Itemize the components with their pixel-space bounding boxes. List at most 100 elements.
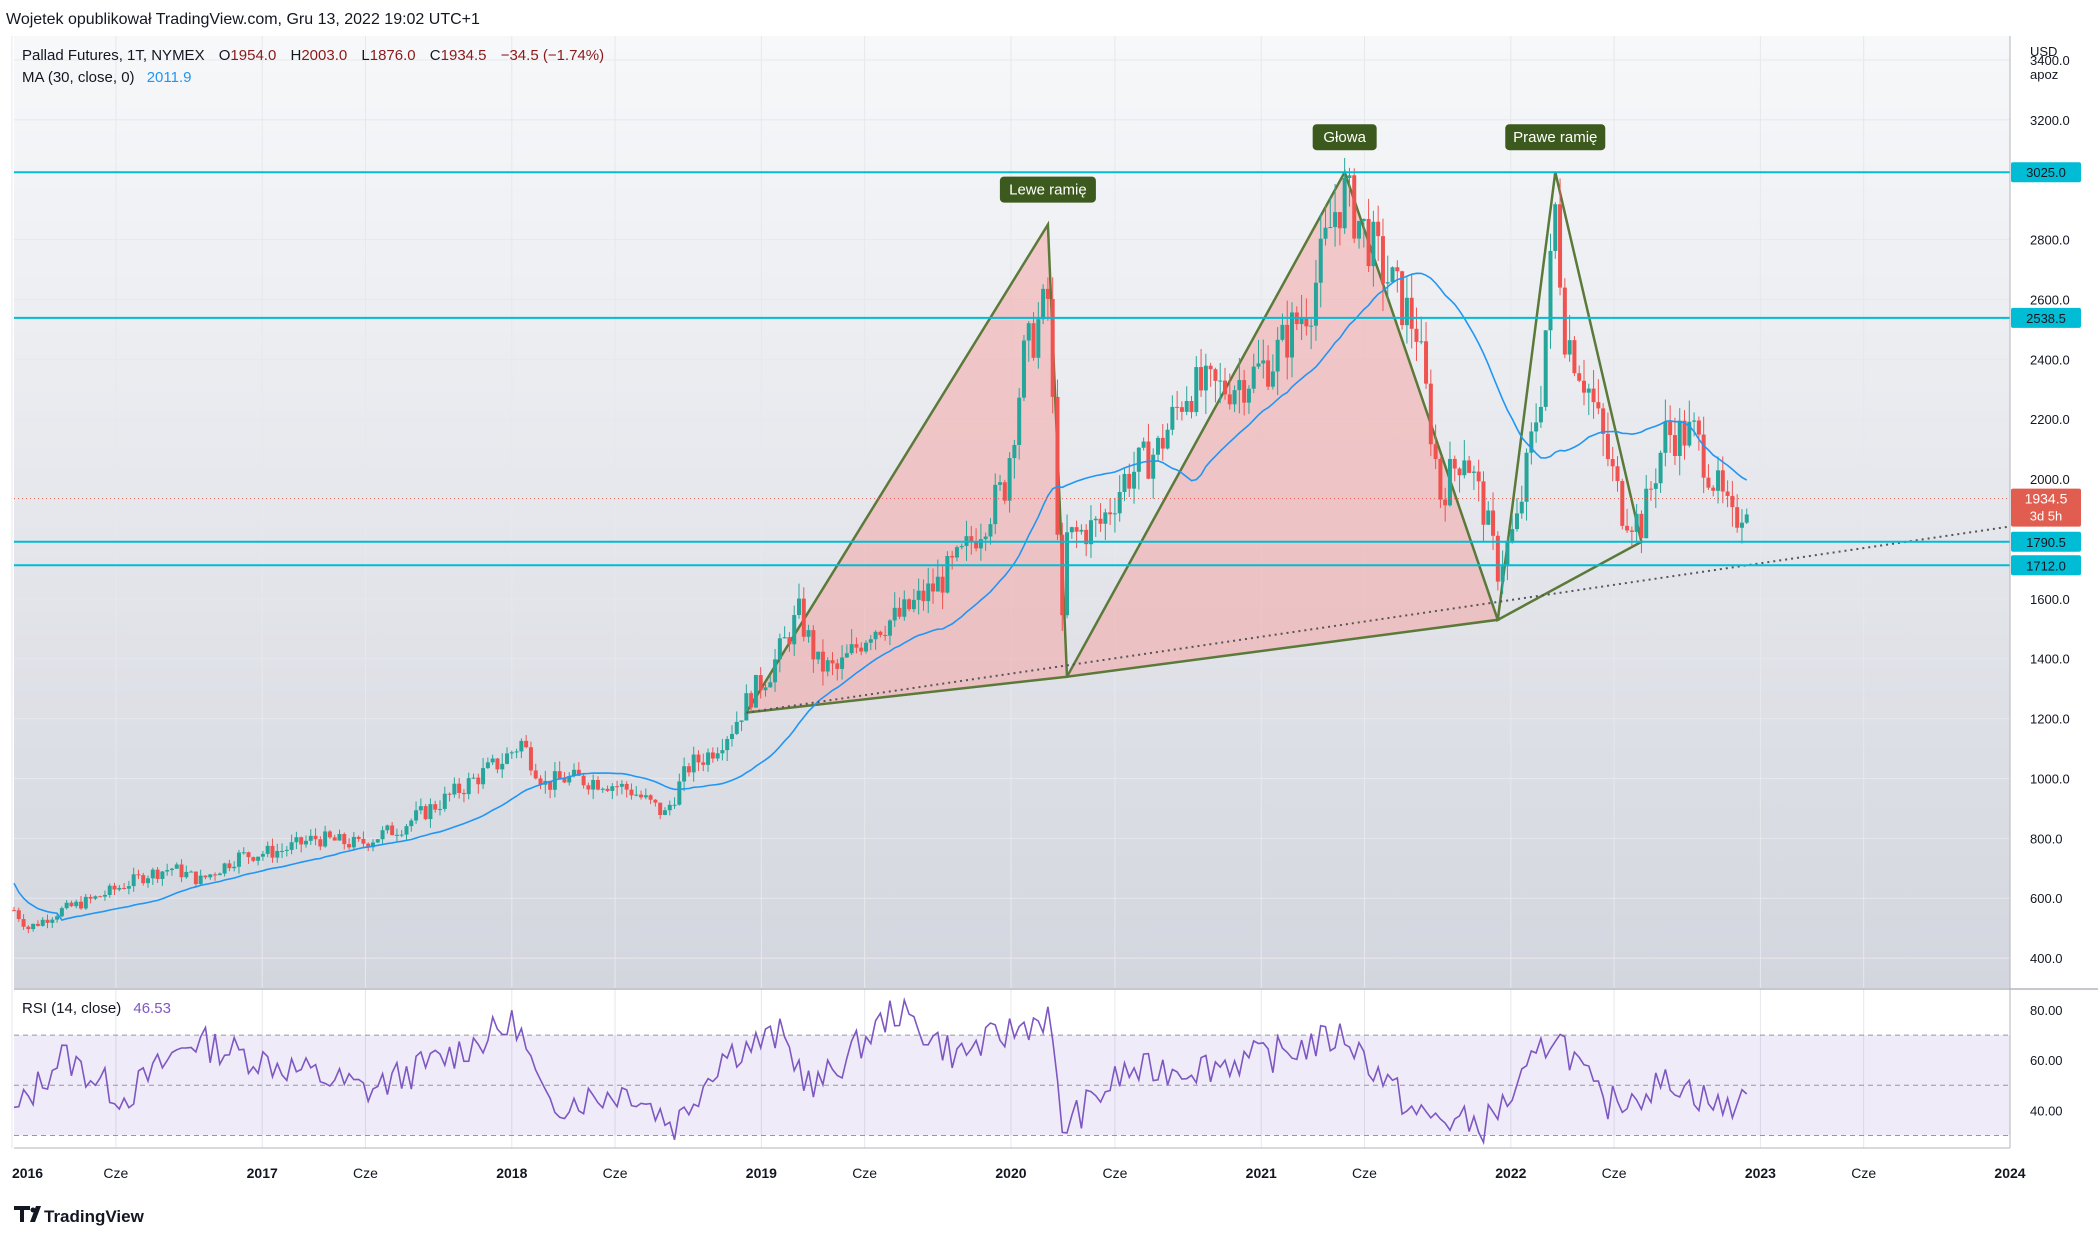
candle-body [169, 868, 174, 871]
head-shape[interactable] [1064, 169, 1500, 679]
candle-body [940, 576, 945, 593]
time-axis[interactable]: 2016 Cze 2017 Cze 2018 Cze 2019 Cze 2020 Cze 2021 C… [12, 1165, 2026, 1181]
candle-body [1261, 360, 1266, 364]
candle-body [1452, 458, 1457, 469]
level-tag-label: 3025.0 [2026, 165, 2066, 180]
candle-body [1491, 510, 1496, 536]
candle-body [500, 763, 505, 770]
time-tick-label: Cze [603, 1165, 628, 1181]
price-tick-label: 1600.0 [2030, 592, 2070, 607]
candle-body [313, 835, 318, 840]
change-value: −34.5 (−1.74%) [501, 47, 604, 64]
candle-body [926, 583, 931, 602]
candle-body [1313, 282, 1318, 326]
candle-body [1242, 380, 1247, 403]
candle-body [45, 919, 50, 923]
candle-body [1591, 388, 1596, 403]
price-axis[interactable] [2010, 36, 2098, 1148]
candle-body [1357, 221, 1362, 239]
rsi-label: RSI (14, close) [22, 1000, 121, 1017]
candle-body [174, 864, 179, 869]
candle-body [1328, 227, 1333, 229]
candle-body [1524, 452, 1529, 502]
left-shoulder-text: Lewe ramię [1009, 182, 1087, 199]
candle-body [887, 620, 892, 636]
price-tick-label: 2400.0 [2030, 352, 2070, 367]
candle-body [1184, 400, 1189, 412]
candle-body [1232, 390, 1237, 405]
candle-body [825, 660, 830, 672]
candle-body [146, 878, 151, 884]
candle-body [69, 902, 74, 907]
rsi-band [14, 1035, 2010, 1136]
candle-body [1266, 360, 1271, 387]
candle-body [366, 843, 371, 848]
candle-body [1352, 175, 1357, 239]
time-tick-label: Cze [1102, 1165, 1127, 1181]
candle-body [1285, 324, 1290, 358]
candle-body [1017, 397, 1022, 445]
candle-body [840, 657, 845, 669]
candle-body [1237, 380, 1242, 391]
time-tick-label: 2024 [1994, 1165, 2025, 1181]
head-label[interactable]: Głowa [1312, 124, 1377, 151]
candle-body [227, 863, 232, 869]
candle-body [1093, 518, 1098, 521]
candle-body [1189, 400, 1194, 413]
candle-body [428, 804, 433, 820]
candle-body [1280, 324, 1285, 340]
candle-body [1395, 267, 1400, 272]
candle-body [572, 769, 577, 777]
candle-body [1428, 383, 1433, 445]
candle-body [639, 794, 644, 798]
level-tag [2011, 307, 2081, 328]
candle-body [1447, 458, 1452, 506]
candle-body [198, 875, 203, 885]
price-tick-label: 3200.0 [2030, 113, 2070, 128]
candle-body [55, 916, 60, 920]
candle-body [93, 896, 98, 899]
last-price-tag: 1934.5 3d 5h [2011, 488, 2081, 527]
candle-body [193, 871, 198, 885]
candle-body [1132, 471, 1137, 489]
candle-body [1021, 340, 1026, 398]
candle-body [1151, 454, 1156, 479]
candle-body [184, 871, 189, 878]
rsi-line [13, 996, 1748, 1146]
tv-logo-icon [14, 1206, 41, 1222]
tradingview-logo: TradingView [14, 1206, 145, 1226]
candle-body [433, 804, 438, 810]
brand-name: TradingView [44, 1207, 145, 1226]
candle-body [1457, 468, 1462, 476]
time-tick-label: 2022 [1495, 1165, 1526, 1181]
candle-body [1318, 238, 1323, 283]
candle-body [471, 777, 476, 779]
horizontal-levels [14, 171, 2010, 567]
time-tick-label: Cze [1352, 1165, 1377, 1181]
time-tick-label: Cze [353, 1165, 378, 1181]
left-shoulder-label[interactable]: Lewe ramię [999, 176, 1096, 203]
candle-body [466, 778, 471, 795]
candle-body [107, 885, 112, 895]
candle-body [562, 778, 567, 783]
candle-body [490, 758, 495, 763]
price-tick-label: 1000.0 [2030, 771, 2070, 786]
candle-body [1725, 491, 1730, 496]
rsi-pane[interactable] [14, 990, 2010, 1148]
candle-body [351, 836, 356, 848]
candle-body [1629, 530, 1634, 532]
candle-body [586, 785, 591, 790]
candle-body [801, 598, 806, 637]
time-tick-label: 2017 [247, 1165, 278, 1181]
candle-body [275, 850, 280, 858]
candle-body [1644, 488, 1649, 539]
candle-body [394, 834, 399, 836]
candle-body [342, 834, 347, 845]
candle-body [208, 874, 213, 878]
right-shoulder-shape[interactable] [1496, 171, 1643, 623]
candle-body [1653, 483, 1658, 489]
candle-body [1136, 447, 1141, 472]
candle-body [222, 863, 227, 874]
right-shoulder-label[interactable]: Prawe ramię [1505, 124, 1606, 151]
